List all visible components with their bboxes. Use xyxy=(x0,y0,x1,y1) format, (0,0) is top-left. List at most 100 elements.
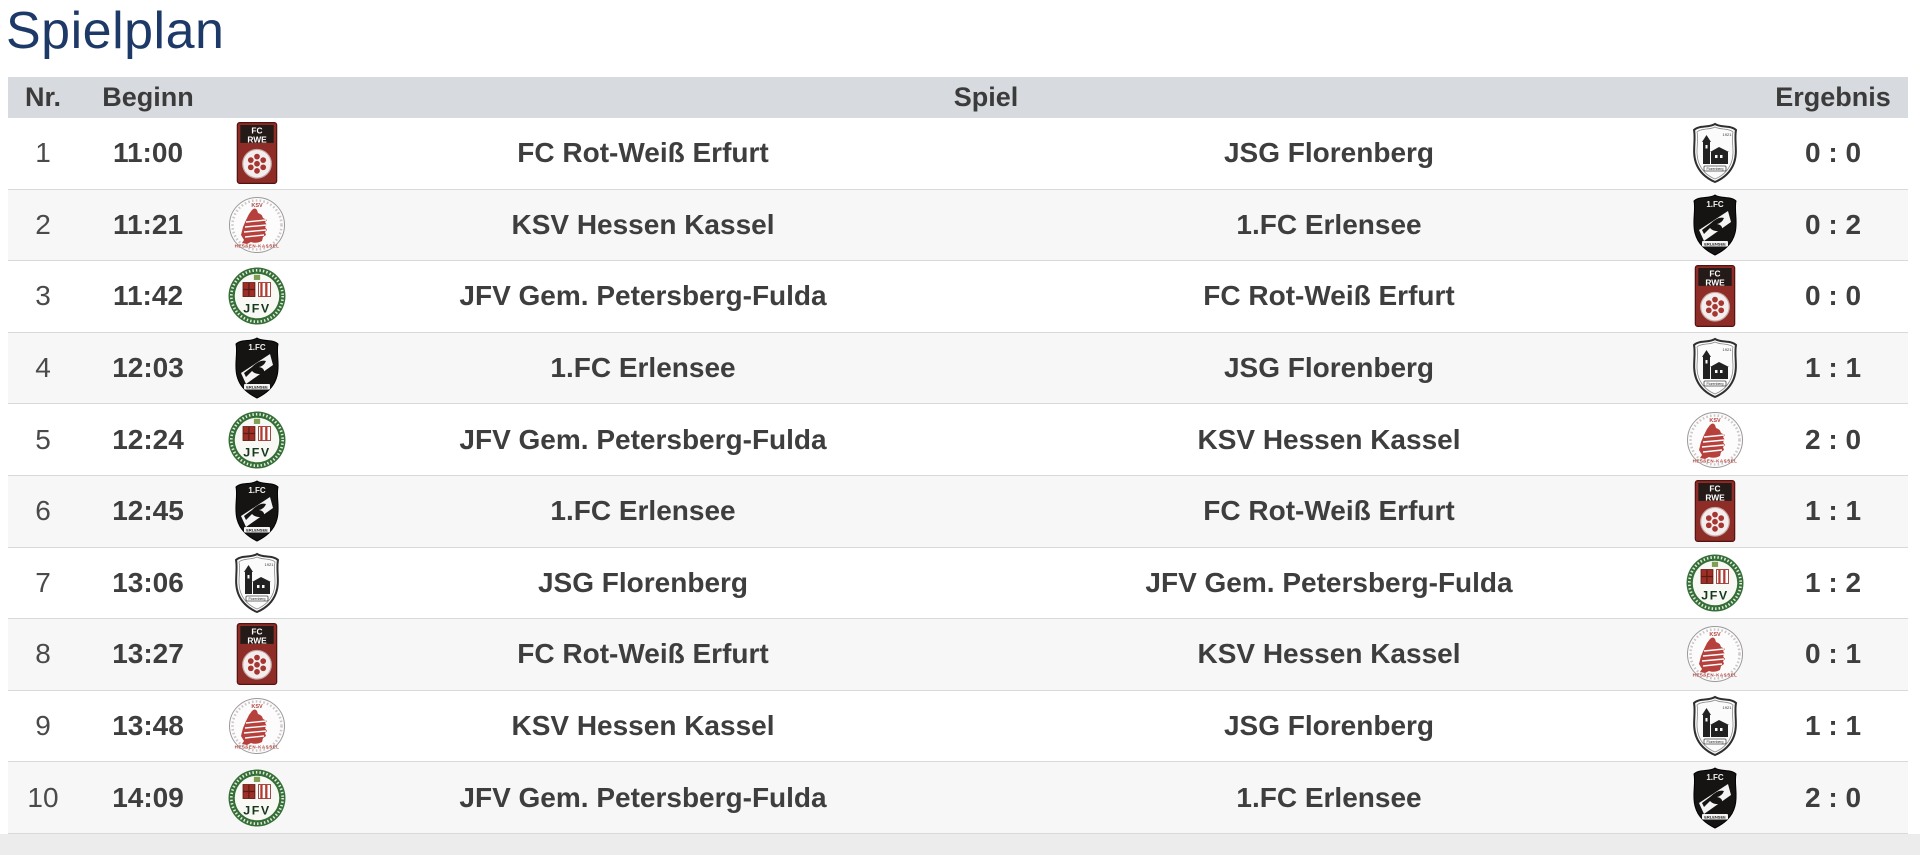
away-team-name: FC Rot-Weiß Erfurt xyxy=(1203,280,1455,312)
match-row: 3 11:42 JFV Gem. Petersberg-Fulda FC Rot… xyxy=(8,261,1908,333)
home-team-name: JFV Gem. Petersberg-Fulda xyxy=(459,280,827,312)
club-badge-icon xyxy=(1686,265,1744,327)
header-beginn: Beginn xyxy=(102,82,194,112)
club-badge-icon xyxy=(1686,623,1744,685)
home-team-name: JFV Gem. Petersberg-Fulda xyxy=(459,781,827,813)
club-badge-icon xyxy=(228,122,286,184)
away-team-logo xyxy=(1672,619,1758,690)
club-badge-icon xyxy=(228,767,286,829)
club-badge-icon xyxy=(228,265,286,327)
match-number: 7 xyxy=(35,566,51,598)
away-team-name: JSG Florenberg xyxy=(1223,137,1435,169)
away-team-logo xyxy=(1672,691,1758,762)
match-row: 8 13:27 FC Rot-Weiß Erfurt KSV Hessen Ka… xyxy=(8,619,1908,691)
home-team-logo xyxy=(214,548,300,619)
club-badge-icon xyxy=(228,194,286,256)
match-start-time: 12:03 xyxy=(112,352,184,384)
match-row: 6 12:45 1.FC Erlensee FC Rot-Weiß Erfurt… xyxy=(8,475,1908,548)
match-start-time: 11:42 xyxy=(112,280,184,312)
home-team-logo xyxy=(214,476,300,547)
club-badge-icon xyxy=(228,695,286,757)
away-team-logo xyxy=(1672,261,1758,332)
match-row: 4 12:03 1.FC Erlensee JSG Florenberg 1 :… xyxy=(8,332,1908,405)
header-nr: Nr. xyxy=(24,82,62,112)
away-team-logo xyxy=(1672,190,1758,261)
away-team-logo xyxy=(1672,476,1758,547)
away-team-name: FC Rot-Weiß Erfurt xyxy=(1203,495,1455,527)
away-team-logo xyxy=(1672,404,1758,475)
club-badge-icon xyxy=(1686,767,1744,829)
match-result: 1 : 1 xyxy=(1804,495,1862,527)
away-team-logo xyxy=(1672,118,1758,189)
home-team-name: FC Rot-Weiß Erfurt xyxy=(517,137,769,169)
away-team-name: JSG Florenberg xyxy=(1223,710,1435,742)
club-badge-icon xyxy=(1686,480,1744,542)
match-result: 0 : 1 xyxy=(1804,638,1862,670)
club-badge-icon xyxy=(228,409,286,471)
table-header-row: Nr. Beginn Spiel Ergebnis xyxy=(8,77,1908,118)
home-team-name: KSV Hessen Kassel xyxy=(511,208,775,240)
away-team-name: KSV Hessen Kassel xyxy=(1197,638,1461,670)
header-spiel: Spiel xyxy=(953,82,1019,112)
home-team-name: JFV Gem. Petersberg-Fulda xyxy=(459,423,827,455)
home-team-logo xyxy=(214,404,300,475)
match-row: 2 11:21 KSV Hessen Kassel 1.FC Erlensee … xyxy=(8,189,1908,262)
match-start-time: 11:00 xyxy=(112,137,184,169)
home-team-name: 1.FC Erlensee xyxy=(550,495,736,527)
club-badge-icon xyxy=(1686,409,1744,471)
match-start-time: 13:06 xyxy=(112,566,184,598)
away-team-name: 1.FC Erlensee xyxy=(1236,781,1422,813)
home-team-name: FC Rot-Weiß Erfurt xyxy=(517,638,769,670)
page-title: Spielplan xyxy=(6,2,225,60)
home-team-logo xyxy=(214,762,300,833)
match-row: 7 13:06 JSG Florenberg JFV Gem. Petersbe… xyxy=(8,547,1908,620)
club-badge-icon xyxy=(1686,695,1744,757)
match-result: 1 : 1 xyxy=(1804,710,1862,742)
match-number: 9 xyxy=(35,710,51,742)
match-result: 0 : 2 xyxy=(1804,208,1862,240)
match-number: 8 xyxy=(35,638,51,670)
match-start-time: 14:09 xyxy=(112,781,184,813)
away-team-name: JFV Gem. Petersberg-Fulda xyxy=(1145,566,1513,598)
match-result: 2 : 0 xyxy=(1804,423,1862,455)
match-number: 3 xyxy=(35,280,51,312)
match-start-time: 12:45 xyxy=(112,495,184,527)
home-team-logo xyxy=(214,261,300,332)
away-team-logo xyxy=(1672,548,1758,619)
home-team-name: KSV Hessen Kassel xyxy=(511,710,775,742)
home-team-logo xyxy=(214,691,300,762)
away-team-logo xyxy=(1672,762,1758,833)
home-team-logo xyxy=(214,333,300,404)
club-badge-icon xyxy=(228,480,286,542)
away-team-logo xyxy=(1672,333,1758,404)
match-result: 1 : 2 xyxy=(1804,566,1862,598)
match-number: 5 xyxy=(35,423,51,455)
match-start-time: 13:48 xyxy=(112,710,184,742)
match-number: 4 xyxy=(35,352,51,384)
match-result: 0 : 0 xyxy=(1804,137,1862,169)
match-result: 2 : 0 xyxy=(1804,781,1862,813)
schedule-table: Nr. Beginn Spiel Ergebnis 1 11:00 FC Rot… xyxy=(8,77,1908,834)
home-team-logo xyxy=(214,118,300,189)
match-number: 10 xyxy=(27,781,59,813)
club-badge-icon xyxy=(228,337,286,399)
match-row: 1 11:00 FC Rot-Weiß Erfurt JSG Florenber… xyxy=(8,118,1908,190)
away-team-name: JSG Florenberg xyxy=(1223,352,1435,384)
match-row: 10 14:09 JFV Gem. Petersberg-Fulda 1.FC … xyxy=(8,762,1908,834)
home-team-logo xyxy=(214,190,300,261)
match-start-time: 13:27 xyxy=(112,638,184,670)
header-ergebnis: Ergebnis xyxy=(1775,82,1891,112)
home-team-name: 1.FC Erlensee xyxy=(550,352,736,384)
club-badge-icon xyxy=(1686,122,1744,184)
match-start-time: 11:21 xyxy=(112,208,184,240)
club-badge-icon xyxy=(228,623,286,685)
match-row: 9 13:48 KSV Hessen Kassel JSG Florenberg… xyxy=(8,690,1908,763)
away-team-name: KSV Hessen Kassel xyxy=(1197,423,1461,455)
club-badge-icon xyxy=(1686,552,1744,614)
match-start-time: 12:24 xyxy=(112,423,184,455)
home-team-logo xyxy=(214,619,300,690)
match-row: 5 12:24 JFV Gem. Petersberg-Fulda KSV He… xyxy=(8,404,1908,476)
home-team-name: JSG Florenberg xyxy=(537,566,749,598)
club-badge-icon xyxy=(1686,194,1744,256)
